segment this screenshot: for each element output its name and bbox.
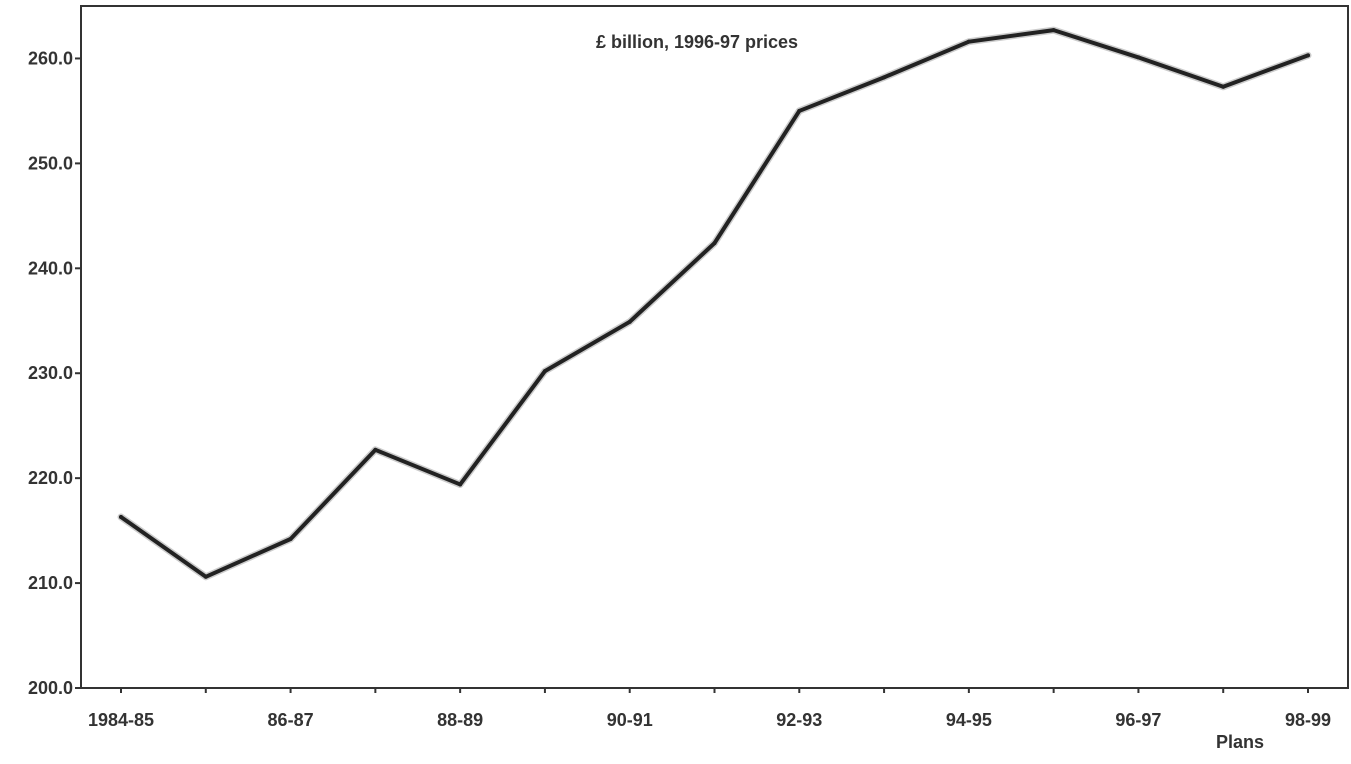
chart-title: £ billion, 1996-97 prices xyxy=(596,32,798,52)
y-tick-label: 220.0 xyxy=(28,468,73,488)
data-point xyxy=(203,574,208,579)
data-point xyxy=(458,482,463,487)
data-point xyxy=(1221,84,1226,89)
x-tick-label: 88-89 xyxy=(437,710,483,730)
x-axis-note: Plans xyxy=(1216,732,1264,752)
y-tick-label: 250.0 xyxy=(28,153,73,173)
series-layer xyxy=(117,26,1312,581)
data-point xyxy=(966,39,971,44)
plot-area-frame xyxy=(80,5,1349,689)
x-tick-label: 98-99 xyxy=(1285,710,1331,730)
data-point xyxy=(1051,28,1056,33)
data-point xyxy=(627,319,632,324)
x-tick-label: 1984-85 xyxy=(88,710,154,730)
data-point xyxy=(542,369,547,374)
x-tick-label: 92-93 xyxy=(776,710,822,730)
y-axis: 200.0 210.0 220.0 230.0 240.0 250.0 260.0 xyxy=(28,48,81,698)
x-tick-label: 96-97 xyxy=(1115,710,1161,730)
y-tick-label: 260.0 xyxy=(28,48,73,68)
data-point xyxy=(797,108,802,113)
data-point xyxy=(1136,55,1141,60)
x-tick-label: 86-87 xyxy=(268,710,314,730)
data-point xyxy=(373,447,378,452)
x-tick-label: 90-91 xyxy=(607,710,653,730)
y-tick-label: 240.0 xyxy=(28,258,73,278)
y-tick-label: 230.0 xyxy=(28,363,73,383)
x-tick-label: 94-95 xyxy=(946,710,992,730)
x-axis: 1984-85 86-87 88-89 90-91 92-93 94-95 96-97 98-… xyxy=(88,688,1331,730)
data-point xyxy=(1306,53,1310,58)
y-tick-label: 200.0 xyxy=(28,678,73,698)
data-point xyxy=(288,537,293,542)
data-point xyxy=(882,75,887,80)
data-point xyxy=(119,514,123,519)
data-point xyxy=(712,241,717,246)
y-tick-label: 210.0 xyxy=(28,573,73,593)
